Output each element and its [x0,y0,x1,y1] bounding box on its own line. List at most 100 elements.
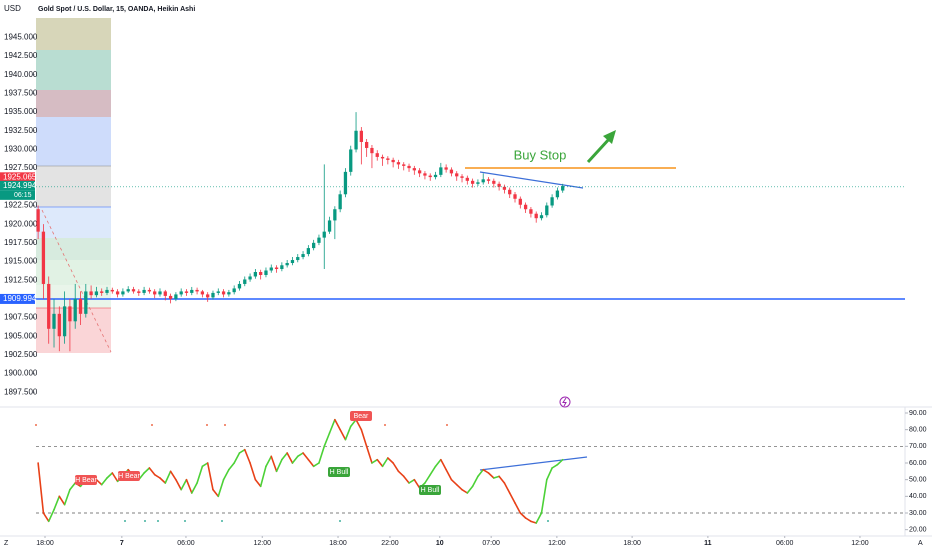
oscillator-segment [334,418,341,431]
oscillator-segment [471,475,479,488]
oscillator-segment [376,458,384,468]
oscillator-segment [445,468,453,481]
candle-body [396,162,401,165]
fib-band [36,166,111,207]
x-tick-label: 18:00 [329,540,347,547]
event-icon-bolt [562,397,567,407]
oscillator-segment [222,468,230,481]
candle-body [518,198,522,205]
osc-trend-line [479,456,588,471]
oscillator-segment [201,462,209,468]
candle-body [539,215,544,219]
oscillator-segment [302,452,310,461]
candle-body [465,177,469,181]
y-tick-label: 1902.500 [4,350,38,359]
oscillator-segment [275,458,283,473]
y-tick-label: 1912.500 [4,275,38,284]
candle-body [317,237,321,243]
signal-dot [384,424,386,426]
signal-label: H Bear [75,477,97,484]
event-icon[interactable] [559,396,571,408]
candle-body [147,289,152,292]
oscillator-segment [233,452,241,464]
oscillator-segment [296,452,304,458]
candle-body [57,313,61,337]
oscillator-segment [498,475,506,484]
oscillator-segment [408,478,416,484]
y-tick-label: 1917.500 [4,238,38,247]
signal-label: Bear [354,413,369,420]
y-tick-label: 40.00 [909,493,927,500]
oscillator-segment [106,472,114,479]
candle-body [470,180,475,184]
auto-scale-toggle[interactable]: A [918,540,923,547]
oscillator-segment [58,495,66,506]
candle-body [386,158,390,160]
oscillator-segment [508,492,516,504]
signal-dot [124,520,126,522]
candle-body [274,267,279,270]
oscillator-segment [429,465,437,476]
oscillator-segment [169,470,177,481]
oscillator-segment [493,475,500,479]
oscillator-segment [514,502,522,514]
signal-dot [35,424,37,426]
oscillator-segment [487,472,495,479]
candle-body [243,279,247,284]
oscillator-segment [180,478,188,491]
price-tag-label: 1925.065 [3,172,37,181]
x-tick-label: 7 [120,540,124,547]
y-tick-label: 1932.500 [4,126,38,135]
candle-body [89,291,93,296]
candle-body [47,283,51,329]
oscillator-segment [556,458,564,466]
candle-body [327,220,332,232]
oscillator-segment [42,512,50,523]
oscillator-segment [434,458,442,468]
oscillator-segment [344,425,352,441]
candle-body [529,209,533,214]
candle-body [131,289,136,292]
fib-band [36,117,111,166]
candle-body [280,265,284,270]
candle-body [216,291,220,293]
y-tick-label: 1905.000 [4,331,38,340]
oscillator-segment [440,458,447,471]
candle-body [402,164,406,166]
candle-body [497,183,501,187]
y-tick-label: 1907.500 [4,313,38,322]
candle-body [423,173,427,176]
buy-stop-annotation: Buy Stop [514,147,567,162]
candle-body [375,153,379,157]
y-tick-label: 1930.000 [4,145,38,154]
oscillator-segment [228,462,235,471]
oscillator-segment [95,478,103,486]
signal-dot [151,424,153,426]
x-tick-label: 12:00 [851,540,869,547]
candle-body [508,189,512,195]
candle-body [492,180,496,184]
signal-dot [547,520,549,522]
signal-badge [419,485,441,495]
candle-body [481,179,485,183]
signal-dot [157,520,159,522]
y-tick-label: 1922.500 [4,201,38,210]
x-tick-label: 12:00 [548,540,566,547]
oscillator-segment [270,455,278,473]
oscillator-segment [111,472,119,483]
oscillator-segment [164,470,172,484]
oscillator-segment [185,478,193,494]
candle-body [121,291,125,295]
y-tick-label: 50.00 [909,477,927,484]
candle-body [105,289,109,293]
candle-body [62,306,67,337]
candle-body [439,167,443,175]
y-tick-label: 30.00 [909,510,927,517]
price-tag [0,180,35,191]
timezone-toggle[interactable]: Z [4,540,9,547]
candle-body [168,295,173,299]
fib-trend [41,209,112,353]
candle-body [433,174,438,178]
countdown-label: 06:15 [14,192,32,199]
